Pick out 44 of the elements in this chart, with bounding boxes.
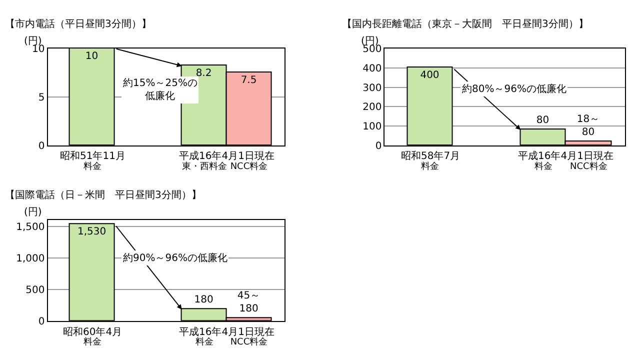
x-tick-label: NCC料金 (230, 160, 268, 172)
text: 平成16年4月1日現在 (179, 150, 274, 162)
data-label: 18～ 80 (576, 114, 600, 138)
data-label: 1,530 (77, 226, 106, 238)
y-tick-label: 500 (26, 284, 45, 296)
x-tick-label: NCC料金 (570, 160, 608, 172)
y-tick-label: 1,500 (16, 222, 45, 233)
x-tick-label: 東・西料金 (182, 160, 227, 172)
annotation: 約90%～96%の低廉化 (123, 252, 228, 264)
data-label: 7.5 (240, 75, 257, 86)
x-tick-label: 料金 (534, 160, 552, 172)
y-tick-label: 10 (32, 44, 45, 56)
x-tick-label: 料金 (83, 336, 102, 348)
data-label: 400 (420, 70, 440, 82)
y-tick-label: 400 (362, 63, 382, 74)
data-label: 180 (194, 294, 214, 306)
y-tick-label: 5 (38, 92, 45, 104)
text: 平成16年4月1日現在 (518, 150, 614, 162)
x-tick-label: 料金 (421, 160, 440, 172)
y-tick-label: 0 (375, 140, 382, 152)
data-label: 10 (85, 51, 98, 62)
data-label: 45～ 180 (237, 290, 260, 315)
text: 昭和60年4月 (63, 326, 122, 338)
y-axis-title: (円) (24, 207, 42, 218)
chart-title: 【国内長距離電話（東京－大阪間 平日昼間3分間）】 (342, 18, 588, 30)
chart-title: 【国際電話（日－米間 平日昼間3分間）】 (5, 189, 202, 201)
x-tick-label: 料金 (83, 160, 102, 172)
y-tick-label: 500 (362, 44, 382, 56)
y-tick-label: 100 (362, 122, 382, 133)
text: 昭和51年11月 (60, 150, 126, 162)
chart-title: 【市内電話（平日昼間3分間）】 (5, 18, 152, 30)
y-tick-label: 300 (362, 82, 382, 94)
data-label: 80 (536, 115, 550, 126)
text: 平成16年4月1日現在 (179, 326, 274, 338)
y-tick-label: 200 (362, 102, 382, 114)
y-tick-label: 0 (38, 316, 45, 328)
x-tick-label: NCC料金 (230, 336, 268, 348)
y-tick-label: 0 (38, 140, 45, 152)
text: 昭和58年7月 (401, 150, 460, 162)
annotation: 約80%～96%の低廉化 (462, 83, 566, 95)
x-tick-label: 料金 (195, 336, 214, 348)
y-tick-label: 1,000 (16, 253, 45, 264)
data-label: 8.2 (196, 68, 212, 80)
annotation: 約15%～25%の低廉化 (123, 78, 198, 102)
